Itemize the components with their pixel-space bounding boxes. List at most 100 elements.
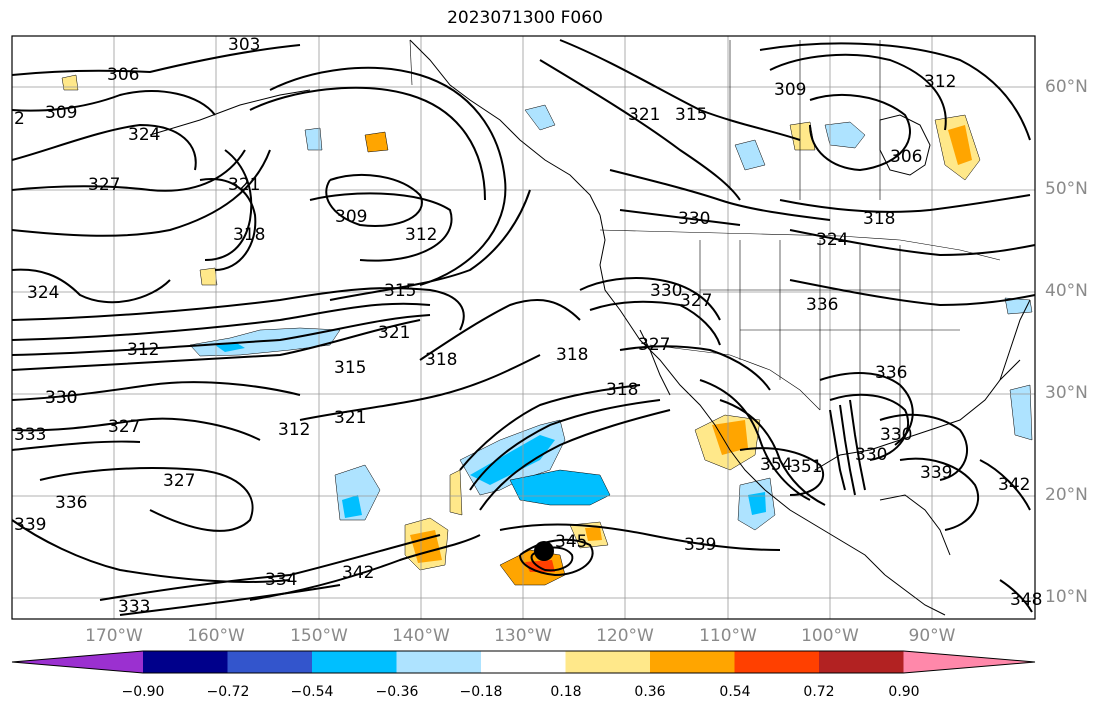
contour-label: 342: [342, 563, 374, 583]
contour-mex-dense-1: [829, 409, 846, 491]
colorbar-segment: [481, 651, 566, 673]
colorbar-tick-label: 0.18: [550, 684, 582, 700]
contour-mex-2: [719, 399, 826, 506]
lon-label-90w: 90°W: [908, 626, 956, 646]
contour-345-storm: [519, 538, 594, 577]
contour-trough-2: [469, 399, 661, 491]
contour-label: 318: [233, 225, 265, 245]
contour-label: 336: [55, 493, 87, 513]
shade-blue-alaska: [524, 104, 556, 131]
colorbar-segment: [143, 651, 228, 673]
contour-label: 342: [998, 475, 1030, 495]
us-canada-border: [599, 229, 1001, 261]
contour-318-ne: [779, 194, 1031, 213]
colorbar-extend-min: [12, 651, 143, 673]
contour-label: 351: [790, 457, 822, 477]
lat-label-50: 50°N: [1045, 179, 1088, 199]
shade-blue-bc: [734, 139, 766, 171]
shade-yellow-gulf-ak: [364, 131, 389, 153]
contour-321-cen: [204, 149, 253, 261]
map-title: 2023071300 F060: [447, 8, 603, 28]
contour-label: 309: [45, 103, 77, 123]
colorbar-segment: [734, 651, 820, 673]
contour-label: 321: [228, 175, 260, 195]
contour-label: 318: [425, 350, 457, 370]
colorbar-segment: [819, 651, 904, 673]
contour-trough-1: [459, 384, 641, 471]
contour-309-low-ne: [769, 53, 947, 131]
contour-label: 303: [228, 35, 260, 55]
shade-deepblue-gulf: [748, 492, 766, 515]
hurricane-center-icon: [534, 541, 554, 561]
colorbar-segment: [396, 651, 482, 673]
contour-jet-2: [11, 302, 431, 341]
contour-label: 330: [678, 209, 710, 229]
contour-label: 327: [680, 291, 712, 311]
contour-330-sw: [11, 381, 301, 401]
contour-label: 324: [128, 125, 160, 145]
contour-309-nw: [11, 90, 216, 116]
lat-label-40: 40°N: [1045, 281, 1088, 301]
contour-label: 306: [890, 147, 922, 167]
contour-330-w: [11, 149, 271, 237]
contour-label: 318: [606, 380, 638, 400]
colorbar-extend-max: [903, 651, 1035, 673]
colorbar: [11, 650, 1036, 674]
central-america-coast: [884, 574, 946, 616]
hurricane-center-marker: [534, 541, 554, 561]
shade-yellow-pac-n: [199, 267, 218, 286]
contour-label: 312: [405, 225, 437, 245]
lat-label-20: 20°N: [1045, 485, 1088, 505]
contour-label: 334: [265, 570, 297, 590]
contour-label: 339: [684, 535, 716, 555]
contour-label: 321: [628, 105, 660, 125]
contour-318-pac: [419, 299, 581, 361]
colorbar-segment: [312, 651, 397, 673]
shade-deepblue-central: [470, 435, 555, 485]
map-background: [12, 36, 1035, 619]
contour-label: 354: [760, 455, 792, 475]
shaded-regions: [61, 74, 1033, 586]
contour-label: 321: [334, 408, 366, 428]
shade-yellow-far-nw: [61, 74, 79, 91]
colorbar-segment: [565, 651, 651, 673]
contour-327-us: [619, 345, 771, 391]
colorbar-tick-label: 0.54: [719, 684, 751, 700]
contour-327-sw: [11, 440, 141, 451]
colorbar-tick-label: −0.36: [375, 684, 419, 700]
contour-us-2: [589, 300, 721, 346]
shade-yellow-subtrop: [449, 469, 463, 516]
aleutian-coast: [149, 89, 311, 136]
contour-327-nw: [11, 149, 246, 192]
contour-jet-3: [11, 314, 431, 356]
contour-trough-3: [479, 409, 671, 511]
contour-mex-dense-3: [849, 399, 866, 491]
contour-324-w: [11, 268, 171, 304]
na-west-coast: [599, 214, 886, 576]
colorbar-segment: [227, 651, 313, 673]
contour-321-pac: [299, 354, 541, 421]
canada-provinces: [729, 40, 881, 200]
contour-333-sw: [11, 417, 261, 441]
contours: [11, 39, 1036, 616]
contour-jet-1: [11, 287, 465, 331]
contour-label: 330: [880, 425, 912, 445]
colorbar-outline: [11, 650, 1036, 674]
shade-blue-canada: [824, 121, 866, 149]
colorbar-tick-label: −0.90: [121, 684, 165, 700]
contour-label: 309: [335, 207, 367, 227]
contour-label: 327: [163, 471, 195, 491]
contour-label: 327: [638, 335, 670, 355]
contour-312-jet: [11, 319, 421, 371]
colorbar-tick-label: 0.36: [634, 684, 666, 700]
contour-labels: 303 306 309 324 327 321 318 309 312 315 …: [14, 35, 1042, 617]
contour-label: 2: [14, 109, 25, 129]
contour-336-gulf: [829, 393, 910, 461]
shade-deepblue-left: [342, 495, 362, 518]
contour-label: 324: [816, 230, 848, 250]
lon-label-160w: 160°W: [187, 626, 245, 646]
contour-336-ne: [789, 279, 1036, 307]
map-frame: [11, 35, 1036, 620]
lon-label-140w: 140°W: [392, 626, 450, 646]
